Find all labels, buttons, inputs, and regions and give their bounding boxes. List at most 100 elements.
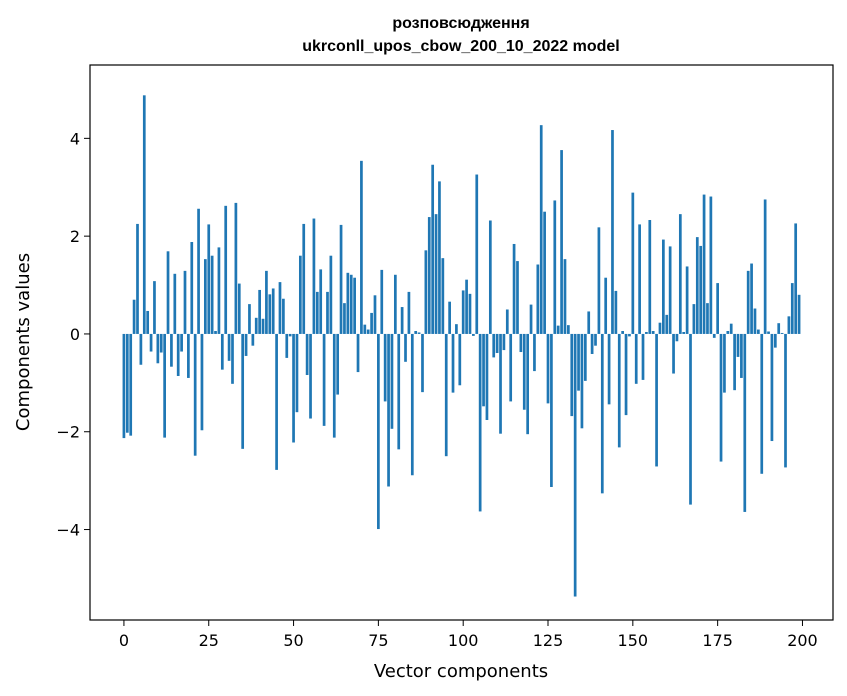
bar	[380, 269, 384, 334]
bar	[170, 333, 173, 367]
bar	[543, 211, 546, 334]
bar	[360, 160, 363, 334]
bar	[665, 314, 669, 334]
bar	[505, 309, 509, 334]
bar	[600, 333, 604, 494]
bar	[125, 333, 129, 433]
bar	[583, 333, 587, 381]
bar	[156, 333, 160, 364]
bar	[662, 239, 665, 334]
bar	[651, 331, 655, 334]
bar	[770, 333, 774, 442]
bar	[234, 202, 238, 334]
bar	[753, 308, 757, 334]
bar	[787, 316, 791, 334]
bar	[594, 333, 597, 346]
bar	[136, 223, 139, 334]
bar	[139, 333, 143, 365]
bar	[597, 227, 601, 334]
bar	[729, 323, 733, 334]
bar	[149, 333, 153, 352]
bar	[163, 333, 166, 438]
bar	[258, 289, 261, 334]
bar	[203, 259, 207, 334]
bar	[295, 333, 299, 413]
bar	[180, 333, 183, 352]
bar	[305, 333, 309, 376]
bar	[668, 246, 672, 334]
bar	[349, 274, 353, 334]
bar	[672, 333, 675, 374]
bar	[363, 324, 367, 334]
bar	[434, 214, 438, 334]
bar	[193, 333, 197, 456]
bar	[560, 150, 563, 334]
bar	[678, 214, 682, 334]
bar	[621, 331, 625, 334]
bar	[302, 223, 306, 334]
bar	[685, 266, 689, 334]
bar	[743, 333, 747, 512]
x-tick-label: 25	[199, 631, 219, 650]
bar	[763, 199, 767, 334]
plot-frame	[89, 64, 834, 621]
bar	[516, 261, 519, 334]
bar	[373, 295, 377, 334]
bar	[441, 258, 445, 334]
bar	[546, 333, 550, 404]
bar	[689, 333, 692, 505]
bar	[706, 303, 709, 334]
bar	[241, 333, 245, 449]
bar	[176, 333, 180, 376]
bar	[475, 174, 479, 334]
bar	[451, 333, 455, 393]
bar	[777, 323, 781, 334]
bar	[220, 333, 224, 370]
bar	[614, 290, 618, 334]
x-tick-label: 175	[702, 631, 733, 650]
bar	[183, 270, 187, 334]
bar	[495, 333, 499, 354]
bar	[529, 304, 533, 334]
bar	[424, 250, 428, 334]
bar	[377, 333, 380, 530]
bar	[628, 333, 631, 337]
bar	[309, 333, 312, 419]
bar	[461, 290, 465, 334]
x-tick-label: 200	[787, 631, 818, 650]
bar	[336, 333, 340, 395]
bar	[750, 263, 753, 334]
bar	[468, 293, 472, 334]
bar	[444, 333, 448, 457]
bar	[387, 333, 390, 487]
bar	[159, 333, 163, 353]
bar	[519, 333, 523, 353]
bar	[224, 205, 228, 334]
bar	[526, 333, 530, 435]
bar	[326, 291, 329, 334]
bar	[553, 200, 557, 334]
bar	[502, 333, 506, 351]
bar	[716, 283, 719, 334]
bar	[404, 333, 407, 362]
bar	[197, 208, 200, 334]
bar	[794, 223, 798, 334]
bar	[227, 333, 231, 361]
bar	[173, 273, 177, 334]
bar	[370, 312, 373, 334]
bar	[767, 331, 770, 334]
bar	[421, 333, 424, 393]
bar	[512, 243, 516, 334]
bar	[210, 255, 214, 334]
bar	[773, 333, 777, 348]
bar	[400, 307, 404, 334]
bar	[723, 333, 726, 393]
bar	[790, 283, 794, 334]
bar	[760, 333, 764, 474]
x-tick-label: 100	[448, 631, 479, 650]
bar	[251, 333, 255, 346]
bar	[757, 329, 760, 334]
bar	[733, 333, 736, 391]
bar	[458, 333, 462, 386]
bar	[265, 270, 268, 334]
